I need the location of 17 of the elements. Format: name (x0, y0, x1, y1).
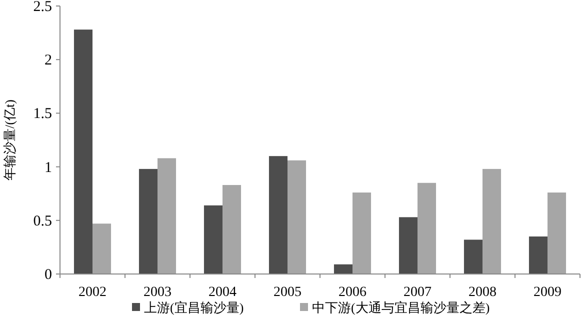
legend-label: 中下游(大通与宜昌输沙量之差) (312, 300, 490, 315)
y-tick-label: 0.5 (33, 213, 52, 230)
x-tick-label: 2009 (534, 285, 562, 300)
y-axis-title: 年输沙量/(亿t) (2, 100, 17, 180)
y-tick-label: 2.5 (33, 0, 52, 15)
y-tick-label: 1.5 (33, 106, 52, 122)
x-tick-label: 2002 (78, 285, 106, 300)
x-tick-label: 2005 (274, 285, 302, 300)
x-tick-label: 2003 (144, 285, 172, 300)
x-tick-label: 2008 (468, 285, 496, 300)
y-tick-label: 0 (44, 267, 52, 283)
x-tick-label: 2006 (338, 285, 366, 300)
x-tick-label: 2004 (208, 285, 236, 300)
y-tick-label: 2 (44, 52, 52, 69)
y-tick-label: 1 (44, 160, 52, 176)
x-tick-label: 2007 (404, 285, 432, 300)
legend-label: 上游(宜昌输沙量) (144, 300, 244, 315)
